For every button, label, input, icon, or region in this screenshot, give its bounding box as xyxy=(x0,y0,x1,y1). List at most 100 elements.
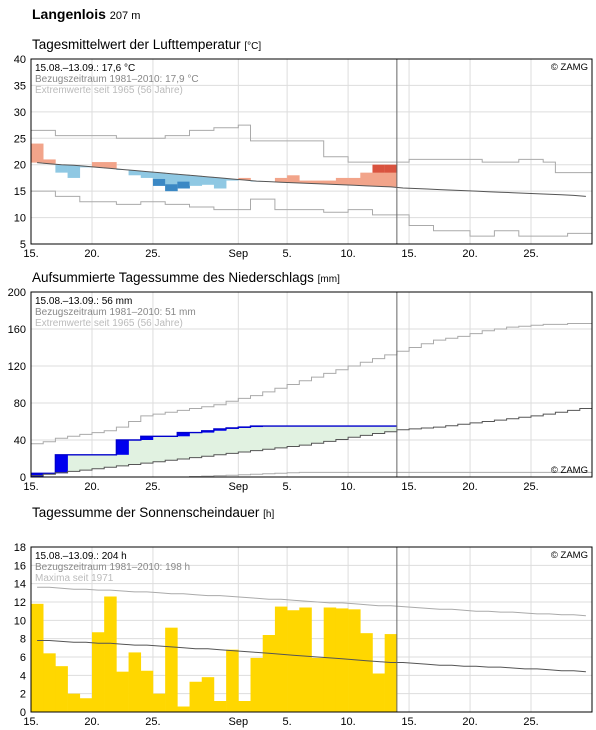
daily-precipitation-bar xyxy=(55,454,68,474)
plot-frame xyxy=(30,291,593,478)
x-tick-label: 15. xyxy=(23,716,38,728)
x-tick-label: Sep xyxy=(229,481,249,493)
cool-anomaly-bar xyxy=(189,175,203,186)
y-tick-label: 18 xyxy=(14,542,26,554)
sunshine-bar xyxy=(238,701,251,712)
station-altitude: 207 m xyxy=(109,10,141,22)
reference-period-text: Bezugszeitraum 1981–2010: 17,9 °C xyxy=(35,74,199,85)
extremes-note-text: Extremwerte seit 1965 (56 Jahre) xyxy=(35,85,183,96)
sunshine-bar xyxy=(165,627,178,712)
x-tick-label: 15. xyxy=(401,248,416,260)
y-tick-label: 2 xyxy=(20,689,26,701)
y-tick-label: 35 xyxy=(14,80,26,92)
sunshine-bar xyxy=(287,610,300,712)
sunshine-bar xyxy=(128,652,142,712)
sunshine-bar xyxy=(250,657,264,712)
cool-extreme-mark xyxy=(177,181,190,189)
sunshine-bar xyxy=(140,670,154,712)
y-tick-label: 20 xyxy=(14,160,26,172)
y-tick-label: 14 xyxy=(14,579,26,591)
precipitation-title-text: Aufsummierte Tagessumme des Niederschlag… xyxy=(32,270,314,285)
sunshine-title-text: Tagessumme der Sonnenscheindauer xyxy=(32,505,260,520)
temperature-unit: [°C] xyxy=(244,41,262,52)
x-tick-label: 15. xyxy=(23,248,38,260)
x-tick-label: 25. xyxy=(145,248,160,260)
cool-anomaly-bar xyxy=(55,164,68,173)
x-tick-label: 10. xyxy=(340,248,355,260)
y-tick-label: 40 xyxy=(14,435,26,447)
sunshine-chart: 0 2 4 6 8 10 12 14 16 18 15. 20. 25. Sep 5. 10. 15. 20. 25… xyxy=(14,542,593,728)
y-tick-label: 5 xyxy=(20,239,26,251)
x-tick-label: 10. xyxy=(340,716,355,728)
warm-anomaly-bar xyxy=(31,143,44,163)
max-extreme-line xyxy=(31,323,592,445)
warm-anomaly-bar xyxy=(91,162,105,168)
y-tick-label: 0 xyxy=(20,472,26,484)
y-tick-label: 16 xyxy=(14,560,26,572)
sunshine-bar xyxy=(152,693,166,712)
cool-extreme-mark xyxy=(152,178,166,186)
sunshine-bar xyxy=(43,653,56,712)
warm-anomaly-bar xyxy=(311,180,324,184)
y-tick-label: 10 xyxy=(14,213,26,225)
sunshine-bar xyxy=(67,693,81,712)
period-summary-text: 15.08.–13.09.: 56 mm xyxy=(35,296,132,307)
x-tick-label: 25. xyxy=(145,481,160,493)
warm-extreme-mark xyxy=(384,164,398,173)
warm-extreme-mark xyxy=(372,164,385,173)
y-tick-label: 160 xyxy=(8,324,26,336)
x-tick-label: 5. xyxy=(283,716,292,728)
y-tick-label: 30 xyxy=(14,107,26,119)
sunshine-bar xyxy=(348,609,361,712)
temperature-chart: 5 10 15 20 25 30 35 40 15. 20. 25. Sep 5. 10. 15. 20. 25… xyxy=(14,54,593,260)
warm-anomaly-bar xyxy=(360,172,373,186)
temperature-panel-title: Tagesmittelwert der Lufttemperatur [°C] xyxy=(32,37,261,52)
x-tick-label: 20. xyxy=(462,248,477,260)
x-tick-label: 5. xyxy=(283,481,292,493)
precipitation-surplus-area xyxy=(31,426,397,476)
y-tick-label: 25 xyxy=(14,133,26,145)
y-tick-label: 8 xyxy=(20,634,26,646)
sunshine-bar xyxy=(91,632,105,712)
sunshine-bar xyxy=(311,657,324,712)
x-tick-label: 25. xyxy=(523,716,538,728)
copyright-label: © ZAMG xyxy=(551,550,588,561)
extremes-note-text: Maxima seit 1971 xyxy=(35,573,114,584)
x-tick-label: 15. xyxy=(401,481,416,493)
extremes-note-text: Extremwerte seit 1965 (56 Jahre) xyxy=(35,318,183,329)
sunshine-bar xyxy=(262,635,276,712)
sunshine-bar xyxy=(213,701,227,712)
x-tick-label: 20. xyxy=(84,716,99,728)
sunshine-bar xyxy=(384,634,398,712)
station-name: Langenlois xyxy=(32,6,106,22)
x-tick-label: 20. xyxy=(462,716,477,728)
y-tick-label: 120 xyxy=(8,361,26,373)
daily-precipitation-bar xyxy=(177,432,190,437)
reference-period-text: Bezugszeitraum 1981–2010: 51 mm xyxy=(35,307,196,318)
plot-frame xyxy=(30,58,593,245)
cool-extreme-mark xyxy=(165,184,178,192)
x-tick-label: 15. xyxy=(401,716,416,728)
warm-anomaly-bar xyxy=(323,180,337,185)
y-tick-label: 200 xyxy=(8,287,26,299)
x-tick-label: 20. xyxy=(462,481,477,493)
reference-mean-line xyxy=(37,162,586,197)
sunshine-bar xyxy=(274,606,288,712)
cool-anomaly-bar xyxy=(79,166,93,168)
precipitation-chart: 0 40 80 120 160 200 15. 20. 25. Sep 5. 10. 15. 20. 25.… xyxy=(8,287,593,493)
period-summary-text: 15.08.–13.09.: 17,6 °C xyxy=(35,63,135,74)
sunshine-bar xyxy=(360,633,373,712)
daily-precipitation-bar xyxy=(140,436,154,440)
daily-precipitation-bar xyxy=(213,428,227,431)
precipitation-panel-title: Aufsummierte Tagessumme des Niederschlag… xyxy=(32,270,340,285)
daily-precipitation-bar xyxy=(116,440,129,455)
sunshine-bar xyxy=(323,607,337,712)
warm-anomaly-bar xyxy=(104,162,117,169)
sunshine-bar xyxy=(116,671,129,712)
cool-anomaly-bar xyxy=(226,178,239,181)
warm-anomaly-bar xyxy=(348,177,361,186)
sunshine-bar xyxy=(31,603,44,712)
y-tick-label: 10 xyxy=(14,615,26,627)
x-tick-label: 10. xyxy=(340,481,355,493)
reference-mean-line xyxy=(31,408,592,477)
